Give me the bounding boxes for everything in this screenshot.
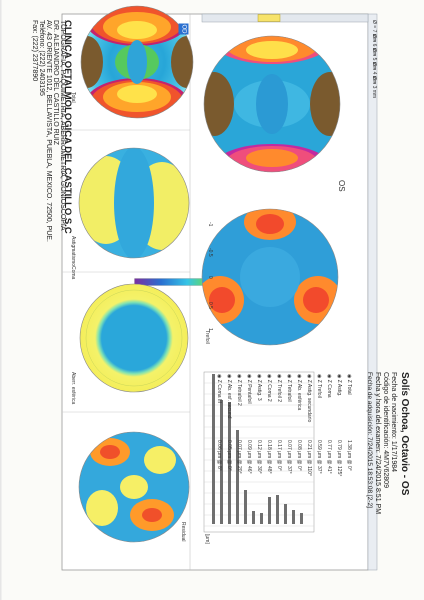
map-total-large — [204, 36, 340, 172]
clinic-doctor: DR. ALEJANDRO DEL CASTILLO RUIZ — [52, 20, 59, 145]
zernike-value: 0.17 µm @ 0° — [276, 440, 282, 471]
zernike-term: ◉ Z Astig. — [336, 374, 342, 397]
zernike-term: ◉ Z Astig. 3 — [256, 374, 262, 401]
scale-label-3: 0 — [207, 276, 213, 279]
zernike-term: ◉ Z Tetrafoil 2 — [236, 374, 242, 406]
zernike-value: 0.21 µm @ 110° — [306, 440, 312, 476]
zernike-value: 0.59 µm @ 37° — [316, 440, 322, 474]
zernike-value: 0.12 µm @ 30° — [256, 440, 262, 474]
clinic-services: TOPOGRAFIA, PAQUIMETRIA, ABERROMETRIA, G… — [59, 20, 66, 231]
zernike-term: ◉ Z Ab. esférica — [296, 374, 302, 411]
map-astigmatism — [79, 148, 189, 258]
zernike-value: 0.07 µm @ 20° — [236, 440, 242, 474]
eye-badge[interactable]: OD — [178, 23, 189, 35]
zernike-value: 0.77 µm @ 41° — [326, 440, 332, 474]
scale-label-2: -0.5 — [207, 248, 213, 257]
zernike-value: 0.79 µm @ 125° — [336, 440, 342, 477]
map-label-coma: Coma — [70, 266, 76, 280]
clinic-address: AV. 43 ORIENTE 1012, BELLAVISTA, PUEBLA,… — [45, 20, 52, 242]
zernike-term: ◉ Z Coma 2 — [266, 374, 272, 402]
map-coma — [202, 209, 338, 345]
zernike-term: ◉ Z Total — [346, 374, 352, 395]
patient-name: Solís Ochoa, Octavio - OS — [399, 372, 410, 496]
zernike-unit: [µm] — [204, 534, 210, 544]
zernike-term: ◉ Z Tetrafoil — [286, 374, 292, 402]
zernike-term: ◉ Z Coma III — [216, 374, 222, 404]
zernike-term: ◉ Z Trefoil 2 — [276, 374, 282, 402]
map-residual — [79, 432, 189, 542]
zernike-term: ◉ Z Pentafoil — [246, 374, 252, 404]
exam-date: Fecha y hora del examen: 7/24/2015 8:51 … — [374, 372, 381, 515]
toolbar-option-5[interactable]: Ø = 3 mm — [371, 76, 377, 99]
scale-label-4: 0.5 — [207, 302, 213, 309]
patient-birth: Fecha de nacimiento: 1/17/1984 — [390, 372, 397, 473]
zernike-value: 0.07 µm @ 37° — [286, 440, 292, 474]
zernike-term: ◉ Z Coma — [326, 374, 332, 398]
zernike-value: 0.18 µm @ 48° — [266, 440, 272, 474]
map-label-residual: Residual — [180, 522, 186, 542]
scale-label-1: -1 — [207, 222, 213, 227]
patient-id: Código de identificación: 4M7V62809 — [382, 372, 389, 488]
eye-label: OS — [337, 180, 346, 192]
zernike-value: 0.08 µm @ 0° — [296, 440, 302, 471]
zernike-value: 0.06 µm @ 8° — [216, 440, 222, 471]
zernike-value: 0.09 µm @ 46° — [246, 440, 252, 474]
map-label-total: Total — [70, 92, 76, 103]
acquisition-date: Fecha de adquisición: 7/24/2015 18:53:08… — [366, 372, 373, 508]
clinic-fax: Fax: (222) 2377890 — [31, 20, 38, 82]
zernike-term: ◉ Z Ab. esf. secund. — [226, 374, 232, 420]
zernike-term: ◉ Z Trefoil — [316, 374, 322, 398]
zernike-bars — [203, 371, 315, 533]
zernike-value: 0.05 µm @ 0° — [226, 440, 232, 471]
map-label-spherical: Aberr. esférica — [70, 372, 76, 405]
map-spherical — [80, 284, 188, 392]
toolbar-strip — [201, 13, 378, 571]
zernike-value: 1.38 µm @ 0° — [346, 440, 352, 471]
zernike-term: ◉ Z Astig. secundario — [306, 374, 312, 423]
map-label-trefoil: Trefoil — [204, 330, 210, 344]
map-label-astig: Astigmatismo — [70, 236, 76, 267]
clinic-phone: Teléfono: (222) 2403195 — [38, 20, 45, 96]
